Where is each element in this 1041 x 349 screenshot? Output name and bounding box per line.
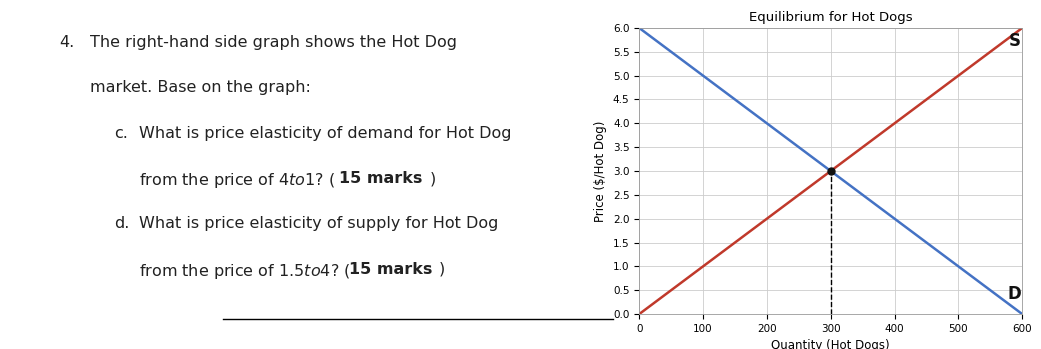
Text: from the price of $4 to $1? (: from the price of $4 to $1? ( xyxy=(139,171,336,190)
Text: 15 marks: 15 marks xyxy=(349,262,432,277)
Text: d.: d. xyxy=(115,216,130,231)
Text: D: D xyxy=(1008,285,1021,304)
Text: c.: c. xyxy=(115,126,128,141)
Text: S: S xyxy=(1009,32,1021,50)
Text: from the price of $1.5 to $4? (: from the price of $1.5 to $4? ( xyxy=(139,262,351,281)
X-axis label: Quantity (Hot Dogs): Quantity (Hot Dogs) xyxy=(771,339,890,349)
Text: ): ) xyxy=(438,262,445,277)
Text: 4.: 4. xyxy=(59,35,74,50)
Text: The right-hand side graph shows the Hot Dog: The right-hand side graph shows the Hot … xyxy=(90,35,457,50)
Text: ): ) xyxy=(429,171,435,186)
Text: 15 marks: 15 marks xyxy=(339,171,423,186)
Text: What is price elasticity of demand for Hot Dog: What is price elasticity of demand for H… xyxy=(139,126,512,141)
Title: Equilibrium for Hot Dogs: Equilibrium for Hot Dogs xyxy=(748,11,913,24)
Text: market. Base on the graph:: market. Base on the graph: xyxy=(90,80,310,95)
Text: What is price elasticity of supply for Hot Dog: What is price elasticity of supply for H… xyxy=(139,216,499,231)
Y-axis label: Price ($/Hot Dog): Price ($/Hot Dog) xyxy=(594,120,607,222)
